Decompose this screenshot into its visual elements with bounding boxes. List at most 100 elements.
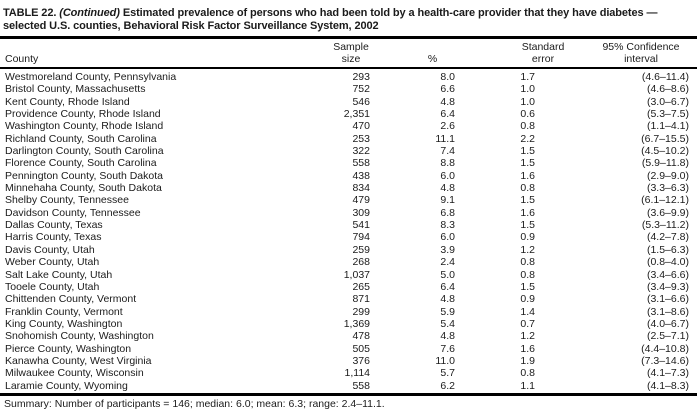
sample-size-cell: 2,351 bbox=[343, 108, 370, 121]
table-row: Pennington County, South Dakota 438 6.0 1.6… bbox=[0, 170, 697, 182]
county-cell: Providence County, Rhode Island bbox=[5, 108, 161, 121]
county-cell: Snohomish County, Washington bbox=[5, 330, 154, 343]
sample-size-cell: 834 bbox=[352, 182, 370, 195]
ci-cell: (3.0–6.7) bbox=[646, 95, 689, 108]
sample-size-cell: 541 bbox=[352, 219, 370, 232]
percent-cell: 4.8 bbox=[440, 95, 455, 108]
std-error-cell: 1.6 bbox=[520, 206, 535, 219]
sample-size-cell: 546 bbox=[352, 95, 370, 108]
percent-cell: 6.4 bbox=[440, 280, 455, 293]
percent-cell: 5.4 bbox=[440, 317, 455, 330]
ci-cell: (4.6–8.6) bbox=[646, 83, 689, 96]
ci-cell: (6.1–12.1) bbox=[641, 194, 689, 207]
county-cell: Kanawha County, West Virginia bbox=[5, 354, 152, 367]
percent-cell: 6.0 bbox=[440, 231, 455, 244]
county-cell: Pierce County, Washington bbox=[5, 342, 132, 355]
county-cell: Weber County, Utah bbox=[5, 256, 100, 269]
std-error-cell: 1.5 bbox=[520, 145, 535, 158]
sample-size-cell: 293 bbox=[352, 71, 370, 83]
sample-size-cell: 259 bbox=[352, 243, 370, 256]
percent-cell: 11.1 bbox=[435, 132, 455, 145]
percent-cell: 6.2 bbox=[440, 379, 455, 392]
std-error-cell: 0.6 bbox=[520, 108, 535, 121]
table-row: Harris County, Texas 794 6.0 0.9 (4.2–7.8) bbox=[0, 231, 697, 243]
county-cell: Pennington County, South Dakota bbox=[5, 169, 163, 182]
std-error-cell: 0.8 bbox=[520, 182, 535, 195]
county-cell: Harris County, Texas bbox=[5, 231, 102, 244]
std-error-cell: 1.4 bbox=[520, 305, 535, 318]
sample-size-cell: 253 bbox=[352, 132, 370, 145]
percent-cell: 2.4 bbox=[440, 256, 455, 269]
sample-size-cell: 268 bbox=[352, 256, 370, 269]
table-row: Davis County, Utah 259 3.9 1.2 (1.5–6.3) bbox=[0, 244, 697, 256]
std-error-cell: 1.9 bbox=[520, 354, 535, 367]
table-row: Franklin County, Vermont 299 5.9 1.4 (3.1–8.… bbox=[0, 306, 697, 318]
sample-size-cell: 871 bbox=[352, 293, 370, 306]
table-row: Bristol County, Massachusetts 752 6.6 1.0 (4… bbox=[0, 83, 697, 95]
county-cell: Bristol County, Massachusetts bbox=[5, 83, 146, 96]
county-cell: Milwaukee County, Wisconsin bbox=[5, 367, 144, 380]
sample-size-cell: 1,114 bbox=[344, 367, 371, 380]
std-error-cell: 2.2 bbox=[520, 132, 535, 145]
ci-cell: (4.4–10.8) bbox=[641, 342, 689, 355]
county-cell: Tooele County, Utah bbox=[5, 280, 100, 293]
sample-size-cell: 309 bbox=[352, 206, 370, 219]
std-error-cell: 1.1 bbox=[520, 379, 535, 392]
percent-cell: 8.8 bbox=[440, 157, 455, 170]
table-row: Pierce County, Washington 505 7.6 1.6 (4.4–1… bbox=[0, 343, 697, 355]
county-cell: Davis County, Utah bbox=[5, 243, 95, 256]
std-error-cell: 1.0 bbox=[520, 83, 535, 96]
ci-cell: (2.9–9.0) bbox=[646, 169, 689, 182]
std-error-cell: 1.5 bbox=[520, 280, 535, 293]
percent-cell: 5.7 bbox=[440, 367, 455, 380]
std-error-cell: 1.6 bbox=[520, 169, 535, 182]
county-cell: Florence County, South Carolina bbox=[5, 157, 157, 170]
percent-cell: 5.9 bbox=[440, 305, 455, 318]
std-error-cell: 0.8 bbox=[520, 268, 535, 281]
table-row: Dallas County, Texas 541 8.3 1.5 (5.3–11.2) bbox=[0, 219, 697, 231]
percent-cell: 6.0 bbox=[440, 169, 455, 182]
sample-size-cell: 1,037 bbox=[343, 268, 370, 281]
table-title-continued: (Continued) bbox=[59, 7, 120, 19]
std-error-cell: 0.9 bbox=[520, 293, 535, 306]
county-cell: Salt Lake County, Utah bbox=[5, 268, 113, 281]
std-error-cell: 0.8 bbox=[520, 120, 535, 133]
table-row: Kanawha County, West Virginia 376 11.0 1.9 (… bbox=[0, 355, 697, 367]
county-cell: Kent County, Rhode Island bbox=[5, 95, 130, 108]
county-cell: Laramie County, Wyoming bbox=[5, 379, 128, 392]
ci-cell: (3.1–8.6) bbox=[646, 305, 689, 318]
table-row: Washington County, Rhode Island 470 2.6 0.8… bbox=[0, 120, 697, 132]
sample-size-cell: 505 bbox=[352, 342, 370, 355]
ci-cell: (2.5–7.1) bbox=[646, 330, 689, 343]
column-header-percent: % bbox=[370, 37, 455, 69]
ci-cell: (7.3–14.6) bbox=[641, 354, 689, 367]
sample-size-cell: 376 bbox=[352, 354, 370, 367]
sample-size-cell: 558 bbox=[352, 157, 370, 170]
std-error-cell: 1.6 bbox=[520, 342, 535, 355]
ci-cell: (3.6–9.9) bbox=[646, 206, 689, 219]
column-header-sample-size: Sample size bbox=[300, 37, 370, 69]
ci-cell: (1.5–6.3) bbox=[646, 243, 689, 256]
ci-cell: (4.6–11.4) bbox=[641, 71, 689, 83]
sample-size-cell: 1,369 bbox=[343, 317, 370, 330]
table-row: Shelby County, Tennessee 479 9.1 1.5 (6.1–12… bbox=[0, 194, 697, 206]
percent-cell: 6.6 bbox=[440, 83, 455, 96]
percent-cell: 6.4 bbox=[440, 108, 455, 121]
table-title: TABLE 22. (Continued) Estimated prevalen… bbox=[0, 5, 697, 36]
ci-cell: (3.4–9.3) bbox=[646, 280, 689, 293]
ci-cell: (4.1–8.3) bbox=[646, 379, 689, 392]
table-row: Tooele County, Utah 265 6.4 1.5 (3.4–9.3) bbox=[0, 281, 697, 293]
percent-cell: 8.0 bbox=[440, 71, 455, 83]
std-error-cell: 1.2 bbox=[520, 243, 535, 256]
std-error-cell: 1.7 bbox=[520, 71, 535, 83]
ci-cell: (3.4–6.6) bbox=[646, 268, 689, 281]
std-error-cell: 1.2 bbox=[520, 330, 535, 343]
percent-cell: 3.9 bbox=[440, 243, 455, 256]
ci-cell: (3.1–6.6) bbox=[646, 293, 689, 306]
table-row: Darlington County, South Carolina 322 7.4 1… bbox=[0, 145, 697, 157]
sample-size-cell: 558 bbox=[352, 379, 370, 392]
county-cell: Darlington County, South Carolina bbox=[5, 145, 164, 158]
std-error-cell: 1.5 bbox=[520, 194, 535, 207]
sample-size-cell: 299 bbox=[352, 305, 370, 318]
county-cell: Richland County, South Carolina bbox=[5, 132, 157, 145]
